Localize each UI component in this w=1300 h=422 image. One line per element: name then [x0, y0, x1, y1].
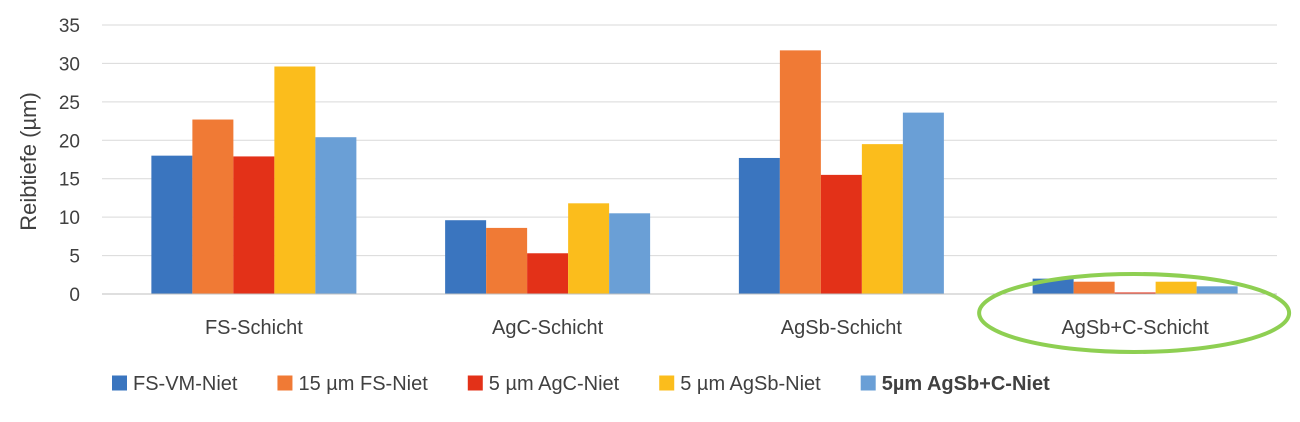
x-category-label: AgSb+C-Schicht: [1061, 317, 1209, 339]
bar-fs-schicht-series-1: [151, 155, 193, 294]
y-axis-title: Reibtiefe (µm): [16, 92, 41, 231]
legend-item-1: FS-VM-Niet: [112, 373, 238, 395]
legend-swatch: [860, 375, 876, 391]
x-category-label: AgC-Schicht: [492, 317, 604, 339]
legend-label: 5 µm AgSb-Niet: [680, 373, 821, 395]
legend-item-5: 5µm AgSb+C-Niet: [860, 373, 1050, 395]
bar-fs-schicht-series-5: [315, 137, 357, 294]
bar-agsb-c-schicht-series-2: [1073, 281, 1115, 294]
bar-agsb-c-schicht-series-3: [1114, 292, 1156, 294]
legend-item-3: 5 µm AgC-Niet: [467, 373, 620, 395]
legend-swatch: [659, 375, 675, 391]
legend-item-4: 5 µm AgSb-Niet: [659, 373, 821, 395]
bar-agc-schicht-series-1: [445, 220, 487, 294]
legend: FS-VM-Niet 15 µm FS-Niet 5 µm AgC-Niet 5 µm…: [112, 373, 1050, 395]
bar-fs-schicht-series-2: [192, 119, 234, 294]
category-labels: FS-Schicht AgC-Schicht AgSb-Schicht AgSb+C-…: [205, 317, 1209, 339]
y-tick-label: 0: [69, 285, 80, 306]
bar-agsb-schicht-series-5: [902, 112, 944, 294]
bar-agsb-schicht-series-1: [738, 157, 780, 294]
legend-label: 5µm AgSb+C-Niet: [882, 373, 1050, 395]
legend-label: FS-VM-Niet: [133, 373, 238, 395]
y-tick-label: 5: [69, 247, 80, 268]
legend-label: 5 µm AgC-Niet: [489, 373, 620, 395]
bar-agc-schicht-series-5: [609, 213, 651, 294]
y-tick-label: 20: [59, 131, 80, 152]
legend-swatch: [467, 375, 483, 391]
y-tick-label: 30: [59, 54, 80, 75]
legend-label: 15 µm FS-Niet: [298, 373, 428, 395]
bar-agsb-c-schicht-series-5: [1196, 286, 1238, 294]
bar-agsb-c-schicht-series-4: [1155, 281, 1197, 294]
bars: [151, 50, 1238, 295]
bar-agc-schicht-series-3: [527, 253, 569, 294]
bar-agsb-schicht-series-4: [861, 144, 903, 294]
x-category-label: FS-Schicht: [205, 317, 303, 339]
y-tick-label: 25: [59, 93, 80, 114]
legend-swatch: [112, 375, 127, 391]
bar-fs-schicht-series-3: [233, 156, 275, 294]
y-tick-label: 10: [59, 208, 80, 229]
legend-swatch: [277, 375, 293, 391]
highlight-ellipse: [977, 272, 1292, 354]
bar-agc-schicht-series-2: [486, 227, 528, 294]
bar-agsb-schicht-series-3: [820, 174, 862, 294]
bar-agc-schicht-series-4: [568, 203, 610, 294]
bar-fs-schicht-series-4: [274, 66, 316, 294]
legend-item-2: 15 µm FS-Niet: [277, 373, 428, 395]
y-axis-ticks: 0 5 10 15 20 25 30 35: [59, 16, 80, 306]
bar-agsb-schicht-series-2: [779, 50, 821, 295]
x-category-label: AgSb-Schicht: [781, 317, 903, 339]
y-tick-label: 15: [59, 170, 80, 191]
y-tick-label: 35: [59, 16, 80, 37]
